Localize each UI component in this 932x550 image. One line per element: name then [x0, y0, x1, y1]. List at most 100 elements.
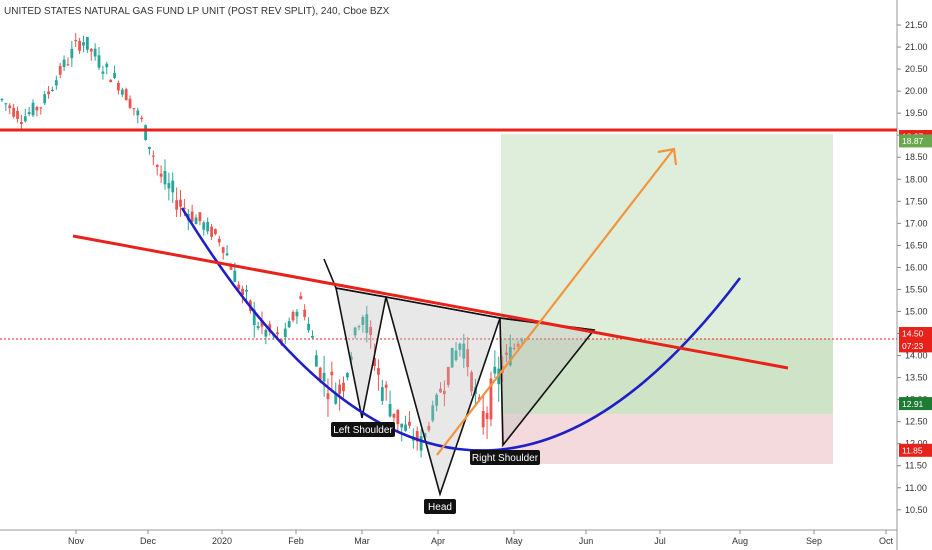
candle-body: [85, 36, 89, 50]
candle-body: [470, 372, 473, 392]
price-tag-label: 11.85: [902, 446, 923, 456]
candle-body: [190, 211, 194, 222]
candle-body: [245, 289, 248, 292]
candle-body: [155, 165, 159, 168]
candle-body: [520, 340, 524, 342]
candle-body: [128, 98, 132, 108]
candle-body: [377, 367, 380, 375]
candle-body: [256, 326, 260, 329]
y-tick-label: 18.00: [905, 174, 928, 184]
candle-body: [101, 71, 105, 74]
candle-body: [384, 384, 388, 388]
y-tick-label: 16.00: [905, 262, 928, 272]
candle-body: [140, 117, 144, 120]
candle-body: [217, 238, 221, 243]
candle-body: [423, 433, 427, 438]
candle-body: [345, 373, 349, 378]
candle-body: [82, 42, 85, 46]
candle-body: [237, 284, 241, 290]
candle-body: [225, 253, 229, 256]
candle-body: [8, 105, 12, 109]
candle-body: [342, 382, 345, 392]
candle-body: [450, 347, 454, 368]
price-tag: 14.50: [899, 327, 932, 341]
candle-body: [380, 387, 384, 401]
candle-body: [144, 125, 147, 141]
price-tag-bg: [899, 339, 932, 353]
label-right-shoulder-text: Right Shoulder: [472, 453, 539, 464]
descending-trendline: [72, 234, 789, 370]
y-axis-ticks: 21.5021.0020.5020.0019.5019.0018.5018.00…: [897, 20, 928, 515]
label-head-text: Head: [428, 502, 452, 513]
candle-body: [353, 327, 357, 336]
label-left-shoulder: Left Shoulder: [331, 422, 395, 437]
y-tick-label: 17.50: [905, 196, 928, 206]
y-tick-label: 17.00: [905, 218, 928, 228]
candle-body: [489, 378, 493, 420]
price-tag: 07:23: [899, 339, 932, 353]
candle-body: [260, 320, 264, 327]
candle-body: [446, 366, 450, 385]
candle-body: [58, 65, 62, 75]
candle-body: [396, 409, 400, 425]
x-tick-label: Feb: [288, 536, 304, 546]
candle-body: [202, 222, 206, 230]
candle-body: [210, 226, 213, 237]
candle-body: [516, 343, 520, 347]
candle-body: [295, 311, 299, 317]
candle-body: [400, 423, 404, 428]
candle-body: [264, 329, 268, 337]
candle-body: [415, 430, 419, 442]
candle-body: [338, 384, 342, 394]
candle-body: [349, 356, 353, 361]
y-tick-label: 19.50: [905, 108, 928, 118]
label-left-shoulder-text: Left Shoulder: [333, 425, 393, 436]
y-tick-label: 10.50: [905, 505, 928, 515]
price-tag-label: 12.91: [902, 399, 924, 409]
candle-body: [326, 393, 330, 400]
candle-body: [16, 110, 19, 119]
candle-body: [311, 335, 314, 338]
rounding-bottom-arc: [180, 207, 742, 452]
candle-body: [120, 89, 124, 95]
candle-body: [291, 312, 295, 321]
candle-body: [419, 436, 423, 451]
candle-body: [105, 63, 109, 68]
candle-body: [35, 106, 39, 111]
price-tag-label: 14.50: [902, 329, 924, 339]
candle-body: [512, 347, 516, 349]
candle-body: [70, 48, 74, 59]
candle-body: [508, 346, 512, 366]
price-tag-bg: [899, 443, 932, 457]
candle-body: [23, 116, 27, 122]
candle-body: [51, 89, 54, 91]
candle-body: [229, 266, 233, 270]
candle-body: [462, 343, 466, 359]
candle-body: [233, 270, 237, 282]
projection-arrow-line: [436, 149, 674, 456]
label-right-shoulder: Right Shoulder: [470, 450, 540, 465]
x-tick-label: Apr: [431, 536, 445, 546]
candle-body: [117, 82, 120, 91]
candle-body: [392, 413, 396, 418]
candle-body: [435, 394, 439, 406]
x-tick-label: Sep: [806, 536, 822, 546]
x-tick-label: Nov: [68, 536, 85, 546]
candle-body: [4, 103, 8, 105]
candle-body: [194, 217, 198, 225]
projection-arrow-head: [657, 147, 678, 166]
candle-body: [431, 405, 435, 421]
candle-body: [365, 314, 369, 333]
candle-body: [404, 424, 407, 431]
candle-body: [93, 48, 97, 57]
candle-body: [388, 404, 392, 417]
candle-body: [477, 397, 481, 400]
candle-body: [361, 316, 365, 325]
candle-body: [334, 393, 338, 404]
candle-body: [287, 320, 291, 328]
candle-body: [136, 110, 140, 116]
candle-body: [39, 107, 43, 109]
candle-body: [179, 199, 182, 207]
